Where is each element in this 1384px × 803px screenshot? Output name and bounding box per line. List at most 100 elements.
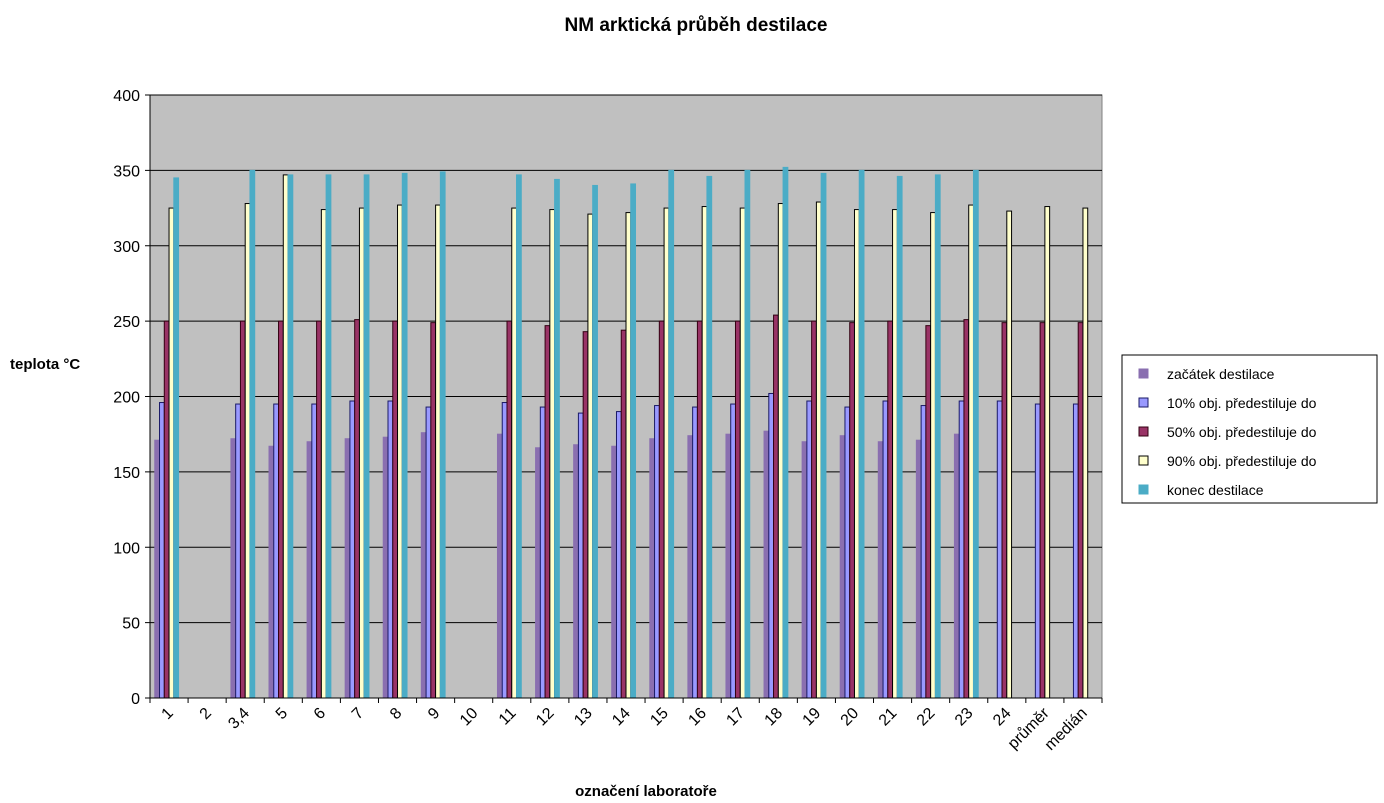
bar-4 — [701, 206, 708, 699]
x-tick-label: 14 — [609, 705, 634, 730]
bar-2 — [920, 405, 927, 699]
bar-3 — [278, 320, 284, 699]
bar-1 — [763, 430, 770, 699]
y-tick-label: 200 — [113, 390, 140, 407]
y-axis-title: teplota °C — [10, 356, 80, 373]
y-tick-label: 350 — [113, 163, 140, 180]
bar-3 — [849, 322, 855, 699]
bar-2 — [882, 400, 889, 699]
bar-5 — [173, 177, 180, 699]
bar-1 — [268, 445, 275, 699]
bar-3 — [696, 320, 703, 699]
bar-5 — [896, 175, 903, 699]
legend-label-1: začátek destilace — [1167, 366, 1275, 382]
y-tick-label: 250 — [113, 314, 140, 331]
chart-title: NM arktická průběh destilace — [565, 15, 828, 36]
bar-5 — [630, 183, 637, 699]
bar-1 — [496, 433, 503, 699]
bar-2 — [273, 403, 280, 699]
bar-3 — [1001, 322, 1008, 699]
x-tick-label: medián — [1042, 705, 1091, 754]
x-tick-label: 5 — [273, 705, 291, 723]
bar-5 — [592, 184, 598, 699]
legend-box — [1121, 354, 1378, 504]
bar-1 — [535, 447, 541, 699]
bar-5 — [668, 169, 675, 699]
bar-2 — [692, 406, 698, 699]
legend-swatch-3 — [1138, 426, 1149, 437]
bar-2 — [539, 406, 546, 699]
bar-3 — [811, 320, 817, 699]
x-tick-label: 6 — [311, 705, 329, 723]
bar-4 — [1044, 206, 1051, 699]
bar-1 — [801, 441, 808, 699]
bar-4 — [244, 203, 251, 699]
axes — [145, 94, 1103, 703]
bar-3 — [925, 325, 932, 699]
bar-4 — [663, 207, 670, 699]
x-tick-label: 9 — [425, 705, 443, 723]
bar-2 — [1034, 403, 1041, 699]
bar-5 — [858, 169, 865, 699]
bar-3 — [658, 320, 665, 699]
legend: začátek destilace 10% obj. předestiluje d… — [1121, 354, 1378, 504]
bar-5 — [934, 174, 941, 699]
bar-3 — [773, 314, 779, 699]
x-tick-label: 11 — [496, 705, 520, 729]
bar-5 — [972, 169, 979, 699]
bar-2 — [349, 400, 356, 699]
bar-4 — [968, 204, 974, 699]
bar-1 — [611, 445, 617, 699]
bar-3 — [582, 331, 589, 699]
bar-1 — [344, 438, 351, 699]
legend-label-2: 10% obj. předestiluje do — [1167, 395, 1317, 411]
bar-1 — [839, 435, 846, 699]
x-tick-label: 24 — [990, 705, 1015, 730]
bar-3 — [163, 320, 170, 699]
x-tick-label: 23 — [952, 705, 977, 730]
bar-4 — [815, 201, 822, 699]
bar-2 — [654, 405, 660, 699]
x-tick-label: 8 — [387, 705, 405, 723]
x-tick-label: 19 — [800, 705, 825, 730]
bar-5 — [249, 169, 256, 699]
legend-swatch-1 — [1138, 368, 1149, 379]
bar-3 — [1039, 322, 1046, 699]
x-tick-label: 12 — [533, 705, 558, 730]
bar-5 — [820, 172, 827, 699]
x-tick-label: 21 — [876, 705, 901, 730]
bar-4 — [168, 207, 175, 699]
bar-2 — [730, 403, 736, 699]
legend-swatch-5 — [1138, 484, 1149, 495]
bar-3 — [354, 319, 360, 699]
bar-3 — [392, 320, 399, 699]
bar-3 — [430, 322, 437, 699]
bar-4 — [320, 209, 327, 699]
bar-4 — [358, 207, 365, 699]
bar-5 — [782, 166, 789, 699]
bar-1 — [573, 444, 579, 699]
bar-3 — [887, 320, 894, 699]
x-tick-labels: 1 2 3,4 5 6 7 8 9 10 11 12 13 14 15 16 17 18 19 20 21 22 23 24… — [159, 704, 1091, 754]
bar-1 — [420, 432, 427, 699]
bar-3 — [544, 325, 551, 699]
bar-2 — [387, 400, 394, 699]
y-tick-label: 50 — [122, 616, 140, 633]
y-tick-label: 300 — [113, 239, 140, 256]
y-tick-labels: 0 50 100 150 200 250 300 350 400 — [113, 88, 140, 708]
y-tick-label: 100 — [113, 540, 140, 557]
bar-4 — [435, 204, 441, 699]
bar-5 — [325, 174, 332, 699]
x-tick-label: 2 — [197, 705, 215, 723]
x-tick-label: 20 — [838, 705, 863, 730]
legend-swatch-4 — [1138, 455, 1149, 466]
bar-2 — [1072, 403, 1079, 699]
x-tick-label: 10 — [457, 705, 482, 730]
bar-4 — [739, 207, 746, 699]
bar-2 — [996, 400, 1003, 699]
legend-label-3: 50% obj. předestiluje do — [1167, 424, 1317, 440]
y-tick-label: 400 — [113, 88, 140, 105]
bar-1 — [725, 433, 732, 699]
